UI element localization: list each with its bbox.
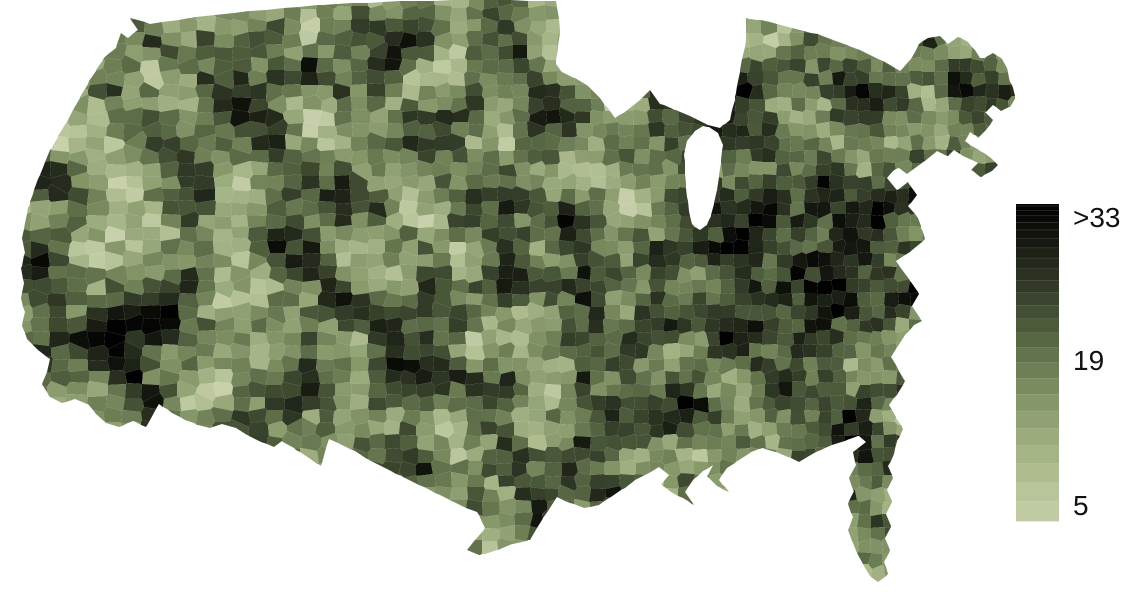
svg-text:>33: >33 xyxy=(1073,202,1121,233)
svg-text:19: 19 xyxy=(1073,345,1104,376)
svg-text:5: 5 xyxy=(1073,490,1089,521)
